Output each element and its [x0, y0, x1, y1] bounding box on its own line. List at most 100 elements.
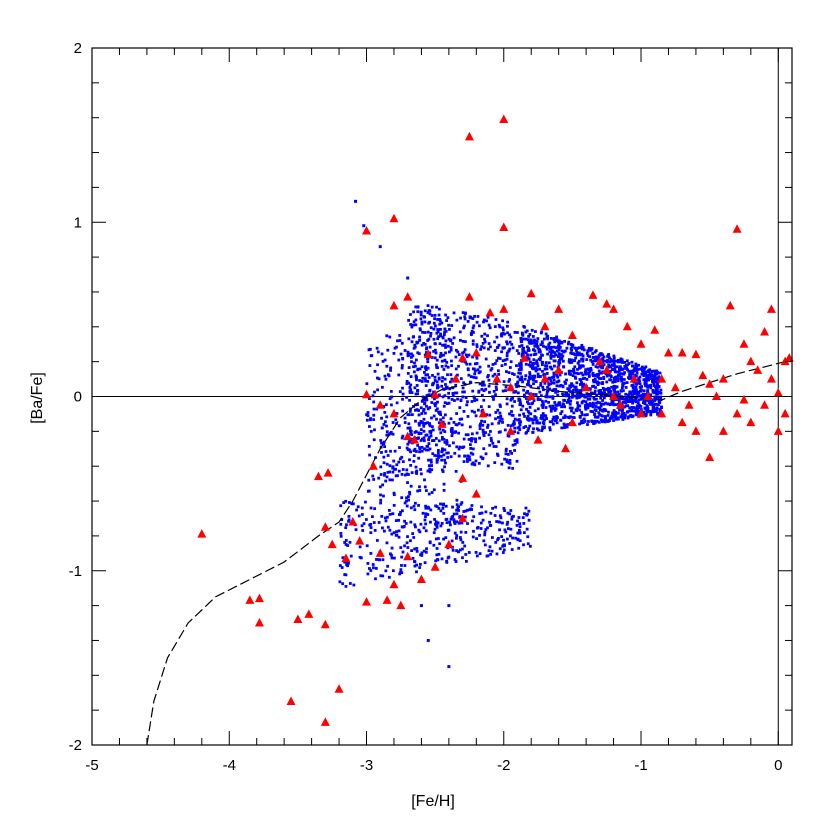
model-point — [507, 461, 511, 464]
model-point — [620, 397, 624, 401]
model-point — [424, 366, 427, 370]
model-point — [448, 387, 452, 391]
model-point — [506, 423, 510, 427]
model-point — [540, 415, 544, 419]
model-point — [618, 408, 621, 412]
model-point — [412, 335, 415, 339]
model-point — [585, 378, 589, 381]
model-point — [643, 378, 647, 381]
model-point — [374, 566, 378, 570]
observed-star-point — [458, 353, 468, 362]
model-point — [551, 404, 555, 408]
observed-star-point — [561, 443, 571, 453]
model-point — [462, 381, 466, 385]
model-point — [593, 378, 597, 382]
model-point — [517, 528, 521, 532]
observed-star-point — [444, 539, 454, 549]
model-point — [381, 574, 385, 578]
model-point — [432, 349, 436, 353]
model-point — [373, 428, 376, 432]
model-point — [385, 430, 389, 434]
model-point — [629, 396, 633, 400]
model-point — [575, 348, 578, 352]
model-point — [644, 398, 648, 402]
model-point — [503, 509, 506, 513]
model-point — [348, 501, 351, 504]
model-point — [451, 505, 454, 509]
model-point — [533, 341, 537, 345]
model-point — [428, 447, 432, 451]
model-point — [601, 353, 605, 357]
model-point — [411, 354, 415, 358]
model-point — [521, 516, 525, 520]
model-point — [560, 426, 564, 430]
model-point — [368, 425, 371, 428]
model-point — [513, 426, 517, 430]
model-point — [580, 371, 583, 375]
model-point — [546, 389, 550, 393]
model-point — [436, 328, 440, 331]
model-point — [554, 404, 558, 407]
model-point — [554, 407, 558, 411]
observed-star-point — [746, 417, 756, 427]
model-point — [415, 450, 418, 453]
model-point — [452, 311, 456, 315]
model-point — [430, 305, 434, 309]
model-point — [526, 429, 530, 433]
model-point — [419, 310, 423, 314]
model-point — [433, 375, 437, 379]
model-point — [400, 525, 404, 529]
model-point — [433, 313, 437, 317]
model-point — [412, 536, 416, 539]
model-point — [533, 409, 537, 413]
observed-star-point — [602, 365, 612, 374]
observed-star-point — [540, 374, 550, 383]
model-point — [589, 366, 593, 370]
model-point — [352, 583, 356, 587]
model-point — [489, 368, 493, 372]
observed-star-point — [499, 114, 509, 123]
model-point — [650, 369, 654, 373]
model-point — [644, 407, 648, 411]
model-point — [339, 532, 343, 535]
model-point — [499, 405, 502, 408]
model-point — [426, 469, 430, 473]
model-point — [648, 399, 652, 403]
model-point — [388, 528, 392, 532]
model-point — [428, 309, 432, 313]
model-point — [475, 537, 478, 541]
model-point — [422, 429, 426, 433]
model-point — [545, 372, 549, 375]
model-point — [347, 561, 350, 565]
model-point — [602, 355, 606, 359]
model-point — [377, 377, 381, 381]
model-point — [519, 408, 523, 412]
model-point — [459, 530, 463, 534]
model-point — [536, 345, 539, 348]
model-point — [423, 478, 426, 482]
model-point — [555, 335, 558, 339]
model-point — [471, 326, 475, 330]
y-tick-label: 1 — [74, 214, 82, 231]
model-point — [535, 359, 539, 363]
model-point — [541, 425, 545, 429]
model-point — [578, 389, 582, 392]
model-point — [426, 638, 430, 642]
model-point — [591, 410, 595, 414]
model-point — [338, 564, 342, 568]
model-point — [588, 387, 592, 391]
model-point — [466, 415, 470, 418]
model-point — [412, 365, 415, 369]
model-point — [539, 416, 543, 420]
model-point — [454, 560, 458, 563]
model-point — [417, 413, 421, 417]
model-point — [436, 385, 440, 389]
model-point — [361, 529, 365, 532]
model-point — [549, 379, 553, 382]
model-point — [427, 438, 430, 442]
model-point — [383, 445, 386, 449]
model-point — [489, 430, 492, 433]
model-point — [372, 407, 376, 411]
model-point — [536, 364, 540, 368]
model-point — [477, 389, 481, 393]
